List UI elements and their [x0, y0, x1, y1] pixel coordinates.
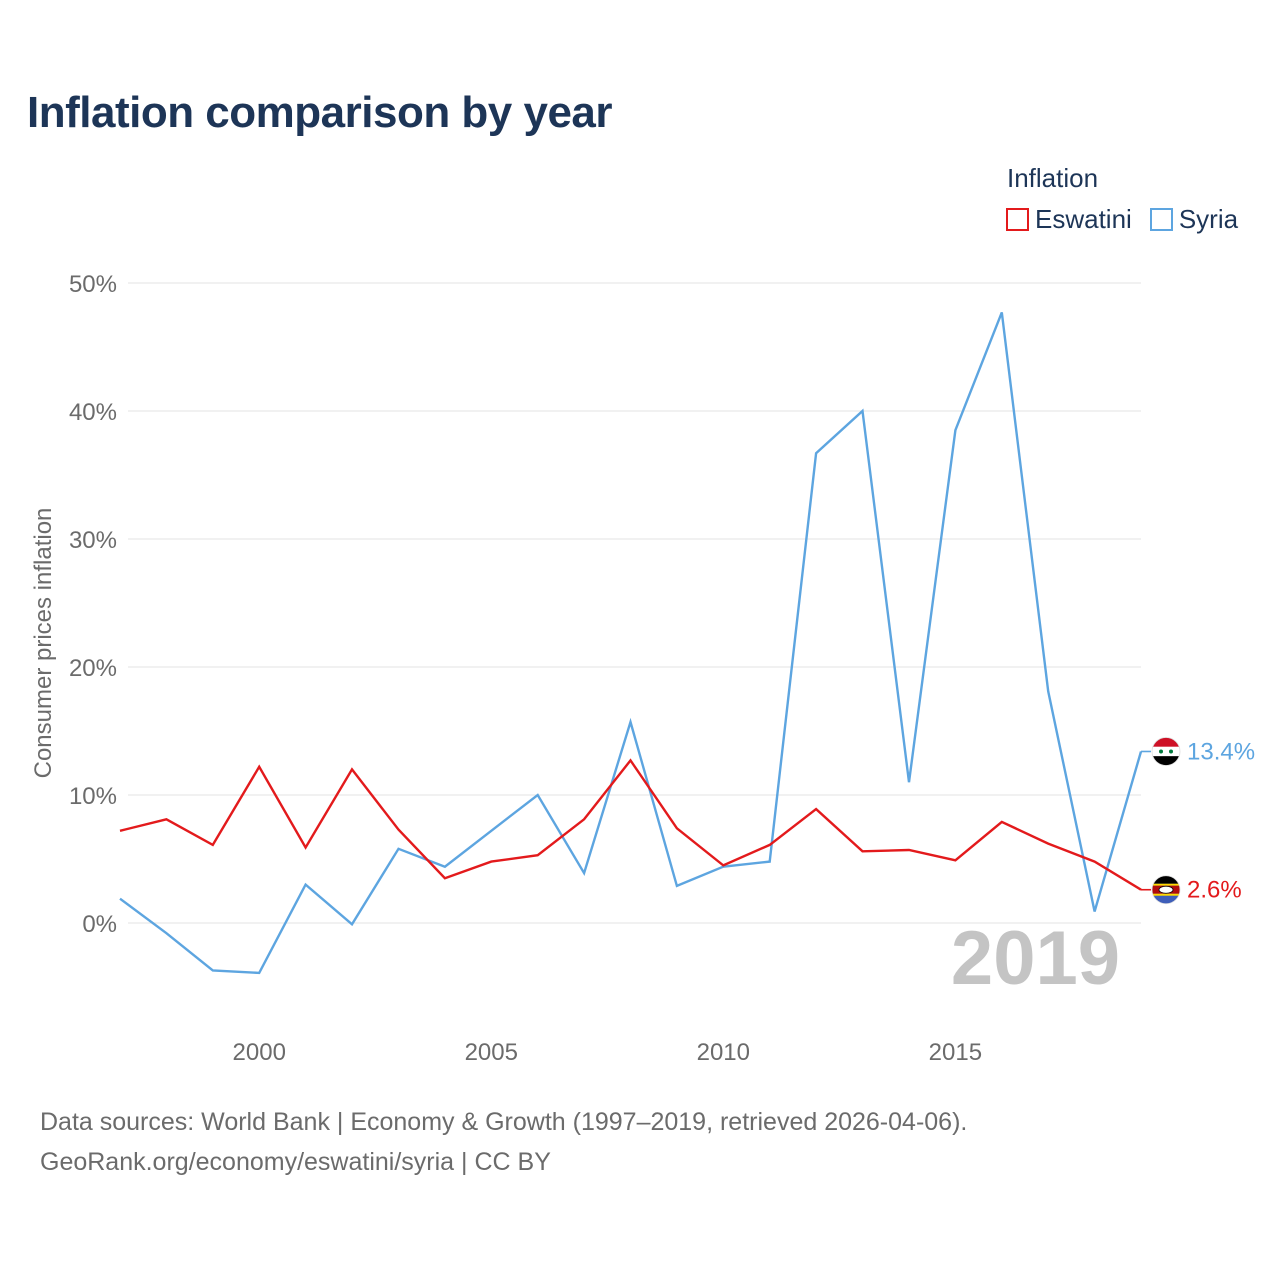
x-tick-label: 2000: [233, 1039, 286, 1066]
end-value-label-syria: 13.4%: [1187, 738, 1255, 765]
flag-shield: [1158, 885, 1174, 894]
legend-swatch-eswatini: [1006, 208, 1029, 231]
legend-title: Inflation: [1007, 163, 1099, 193]
flag-star: [1169, 749, 1173, 754]
x-tick-label: 2015: [929, 1039, 982, 1066]
x-tick-label: 2005: [465, 1039, 518, 1066]
y-tick-label: 30%: [69, 527, 117, 554]
x-tick-label: 2010: [697, 1039, 750, 1066]
y-tick-label: 10%: [69, 783, 117, 810]
chart-title: Inflation comparison by year: [27, 88, 613, 137]
y-axis-label: Consumer prices inflation: [30, 508, 57, 779]
legend-label-syria: Syria: [1178, 204, 1239, 234]
y-tick-label: 20%: [69, 655, 117, 682]
footer-sources: Data sources: World Bank | Economy & Gro…: [40, 1108, 968, 1136]
legend-label-eswatini: Eswatini: [1035, 204, 1132, 234]
legend: Eswatini Syria: [1006, 204, 1238, 235]
flag-icon-syria: [1151, 737, 1181, 766]
flag-band: [1152, 737, 1180, 747]
flag-band: [1152, 746, 1180, 757]
flag-band: [1152, 756, 1180, 766]
flag-icon-eswatini: [1151, 875, 1181, 905]
flag-band: [1152, 893, 1180, 896]
legend-swatch-syria: [1149, 208, 1173, 231]
footer-attribution: GeoRank.org/economy/eswatini/syria | CC …: [40, 1148, 551, 1176]
series-line-syria: [119, 311, 1143, 975]
series-line-eswatini: [119, 758, 1142, 891]
flag-band: [1152, 883, 1180, 886]
year-watermark: 2019: [951, 916, 1120, 1001]
end-value-label-eswatini: 2.6%: [1187, 877, 1242, 904]
flag-band: [1152, 875, 1180, 884]
legend-item-eswatini[interactable]: Eswatini: [1006, 204, 1132, 235]
flag-star: [1159, 749, 1163, 754]
legend-item-syria[interactable]: Syria: [1149, 204, 1239, 235]
y-tick-label: 0%: [82, 911, 117, 938]
y-tick-label: 50%: [69, 271, 117, 298]
y-tick-label: 40%: [69, 399, 117, 426]
